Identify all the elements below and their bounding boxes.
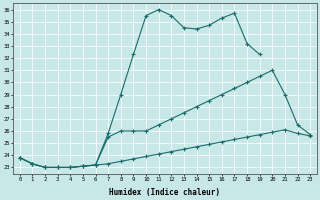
X-axis label: Humidex (Indice chaleur): Humidex (Indice chaleur): [109, 188, 220, 197]
